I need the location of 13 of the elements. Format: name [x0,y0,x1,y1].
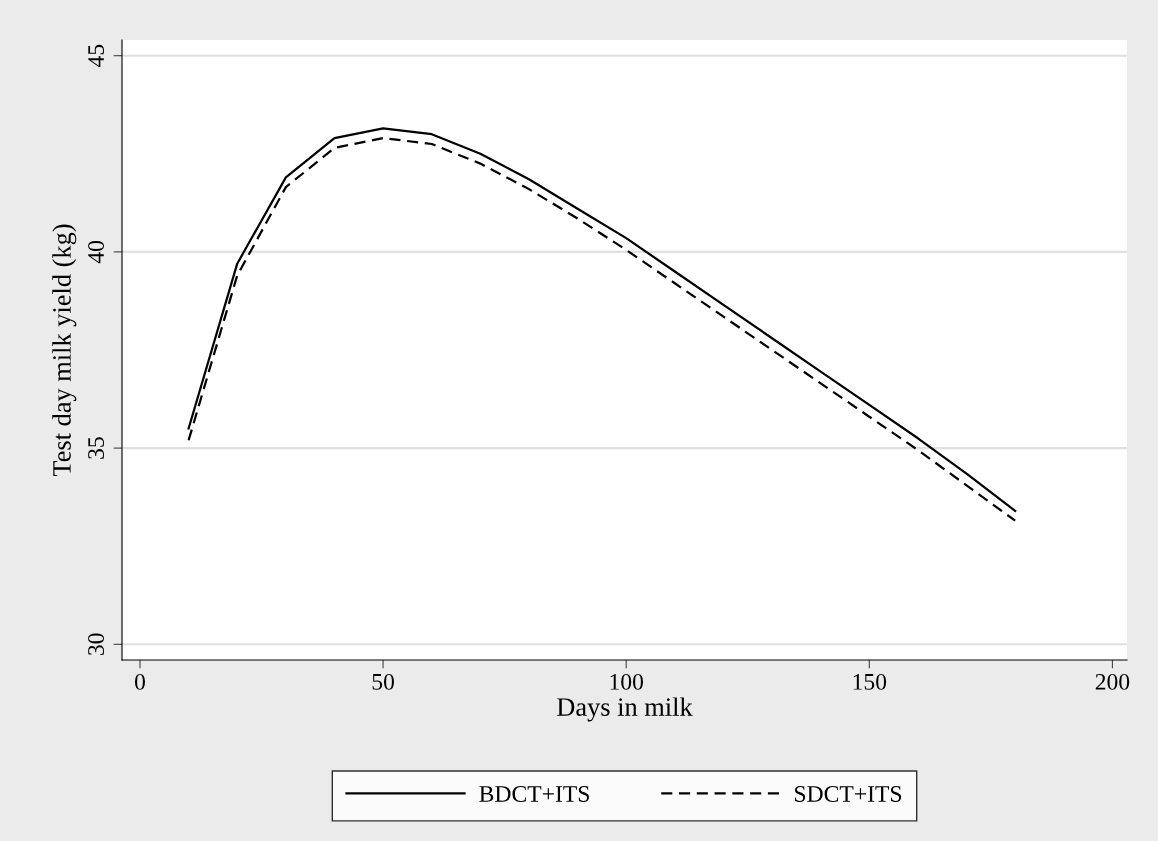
text: BDCT+ITS [479,786,589,802]
y-tick-label: 30 [88,633,105,655]
y-axis-title: Test day milk yield (kg) [52,224,77,477]
x-tick-label: 100 [610,673,644,690]
legend-label: SDCT+ITS [795,786,902,802]
y-tick-label: 45 [88,44,105,68]
x-tick-label: 150 [853,673,887,690]
x-tick-label: 200 [1095,673,1130,690]
y-tick-label: 40 [88,240,105,264]
x-tick-label: 50 [372,673,394,690]
x-tick-label: 0 [134,673,145,690]
y-tick-label: 35 [88,437,105,459]
x-axis-title: Days in milk [557,697,693,722]
